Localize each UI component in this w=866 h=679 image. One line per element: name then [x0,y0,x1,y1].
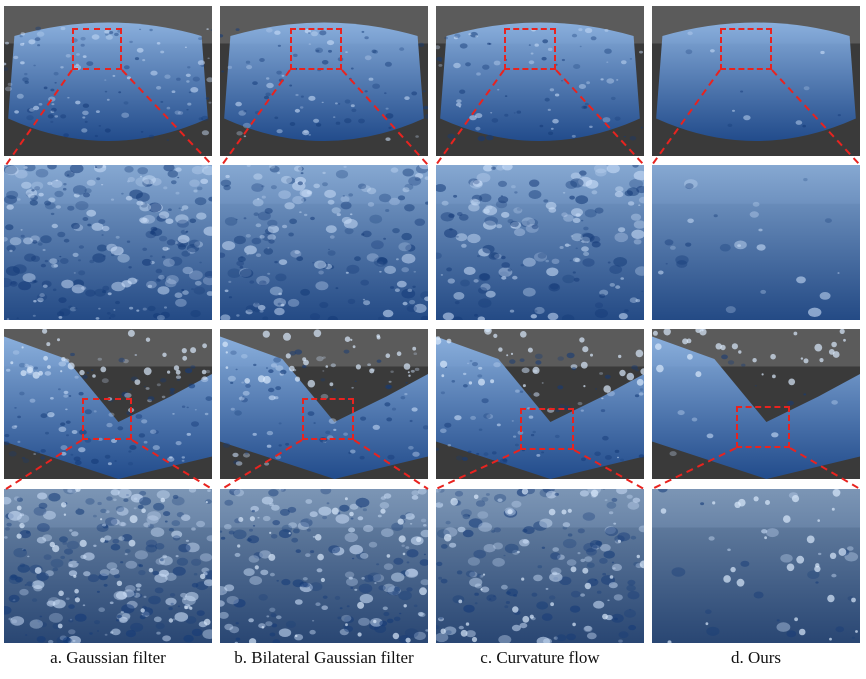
panel-c-zoom-2 [436,489,644,643]
panel-d-zoom-2 [652,489,860,643]
panel-b-zoom-2 [220,489,428,643]
panel-c-overview-2 [436,329,644,479]
zoom-box-b-1 [290,28,342,70]
zoom-box-a-2 [82,398,132,440]
zoom-box-c-2 [520,408,574,450]
caption-b: b. Bilateral Gaussian filter [234,648,414,667]
zoom-box-d-2 [736,406,790,448]
panel-c-zoom-1 [436,165,644,320]
zoom-box-d-1 [720,28,772,70]
panel-b-zoom-1 [220,165,428,320]
panel-a-zoom-1 [4,165,212,320]
caption-c: c. Curvature flow [480,648,600,667]
zoom-box-b-2 [302,398,354,440]
panel-d-zoom-1 [652,165,860,320]
caption-d: d. Ours [730,648,782,667]
zoom-box-c-1 [504,28,556,70]
panel-a-zoom-2 [4,489,212,643]
caption-a: a. Gaussian filter [50,648,166,667]
zoom-box-a-1 [72,28,122,70]
panel-d-overview-2 [652,329,860,479]
